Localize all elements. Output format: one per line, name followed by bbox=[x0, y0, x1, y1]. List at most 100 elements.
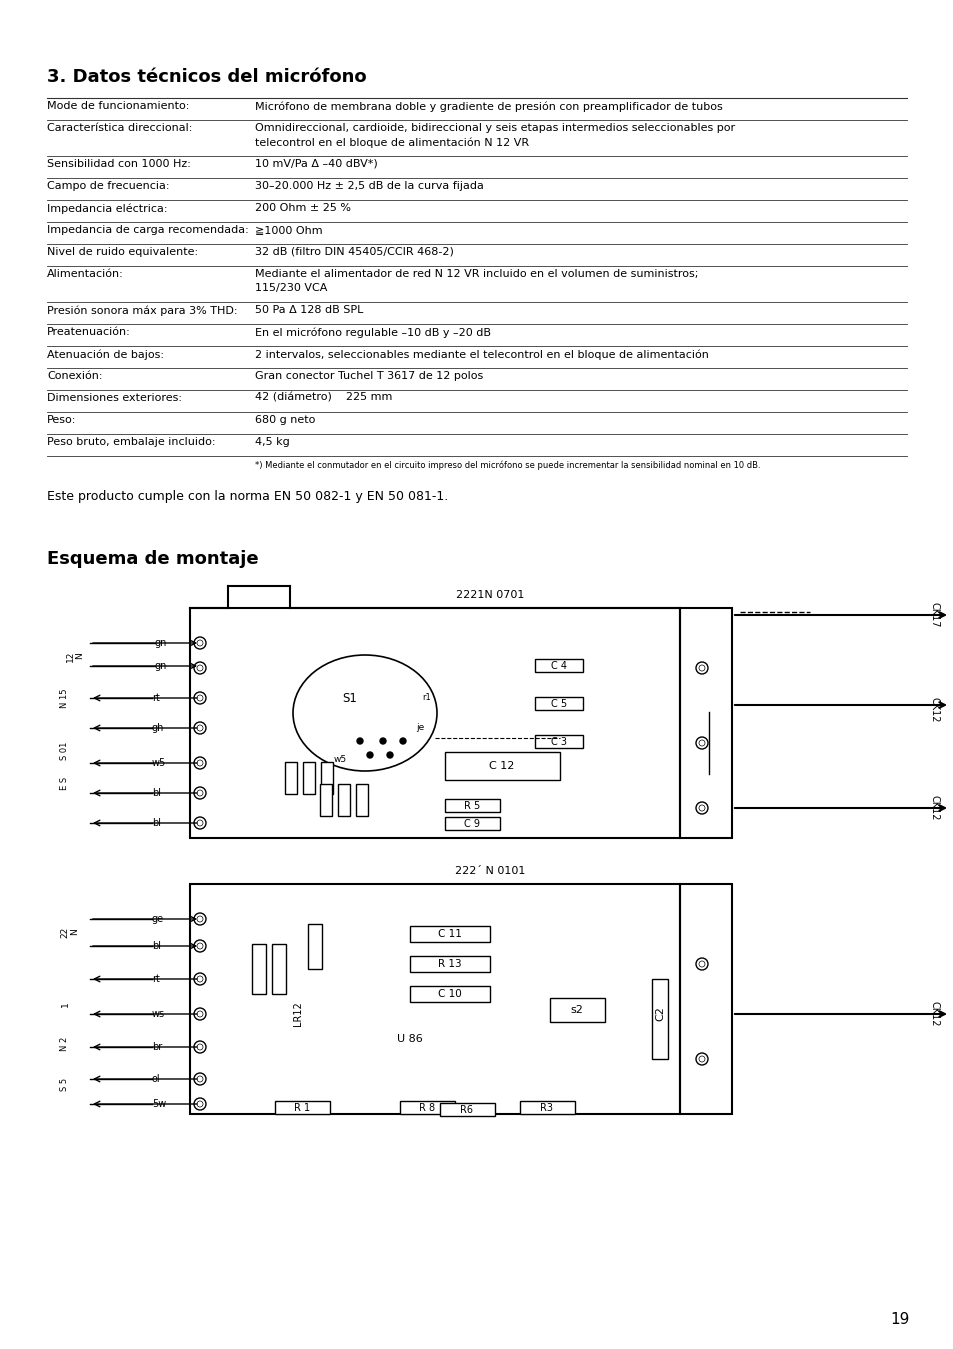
FancyBboxPatch shape bbox=[535, 697, 582, 710]
Bar bbox=[439, 1103, 495, 1116]
Text: Esquema de montaje: Esquema de montaje bbox=[47, 550, 258, 568]
Bar bbox=[444, 751, 559, 780]
Text: CK12: CK12 bbox=[929, 697, 939, 723]
Text: C 9: C 9 bbox=[463, 819, 479, 830]
Circle shape bbox=[196, 943, 203, 948]
Text: gn: gn bbox=[154, 661, 167, 670]
Text: 32 dB (filtro DIN 45405/CCIR 468-2): 32 dB (filtro DIN 45405/CCIR 468-2) bbox=[254, 247, 454, 258]
Text: 19: 19 bbox=[890, 1313, 909, 1327]
Text: Presión sonora máx para 3% THD:: Presión sonora máx para 3% THD: bbox=[47, 305, 237, 316]
Text: 22: 22 bbox=[60, 927, 70, 938]
Text: Impedancia de carga recomendada:: Impedancia de carga recomendada: bbox=[47, 225, 249, 235]
Text: br: br bbox=[152, 1041, 162, 1052]
Text: Dimensiones exteriores:: Dimensiones exteriores: bbox=[47, 393, 182, 403]
Circle shape bbox=[193, 757, 206, 769]
Text: rt: rt bbox=[152, 974, 160, 983]
Text: 680 g neto: 680 g neto bbox=[254, 415, 315, 425]
Bar bbox=[355, 784, 368, 816]
Text: r1: r1 bbox=[422, 693, 431, 703]
Circle shape bbox=[196, 975, 203, 982]
Bar bbox=[285, 762, 296, 795]
Text: C 12: C 12 bbox=[489, 761, 515, 772]
Text: C 11: C 11 bbox=[437, 929, 461, 939]
Bar bbox=[399, 1101, 455, 1114]
Circle shape bbox=[696, 662, 707, 674]
Text: N: N bbox=[75, 653, 85, 660]
Circle shape bbox=[193, 940, 206, 952]
Text: w5: w5 bbox=[334, 755, 346, 765]
Text: je: je bbox=[416, 723, 424, 733]
Text: bl: bl bbox=[152, 788, 161, 799]
Text: bl: bl bbox=[152, 817, 161, 828]
Bar bbox=[320, 762, 333, 795]
Bar bbox=[303, 762, 314, 795]
Text: R 8: R 8 bbox=[418, 1103, 435, 1113]
Text: 200 Ohm ± 25 %: 200 Ohm ± 25 % bbox=[254, 202, 351, 213]
Circle shape bbox=[196, 1101, 203, 1108]
Circle shape bbox=[699, 960, 704, 967]
Circle shape bbox=[367, 751, 373, 758]
Text: Gran conector Tuchel T 3617 de 12 polos: Gran conector Tuchel T 3617 de 12 polos bbox=[254, 371, 483, 380]
Ellipse shape bbox=[293, 656, 436, 772]
Circle shape bbox=[196, 1077, 203, 1082]
Circle shape bbox=[387, 751, 393, 758]
Text: gh: gh bbox=[152, 723, 164, 733]
Circle shape bbox=[196, 724, 203, 731]
Circle shape bbox=[193, 1098, 206, 1110]
Bar bbox=[272, 944, 286, 994]
Text: Atenuación de bajos:: Atenuación de bajos: bbox=[47, 349, 164, 359]
Text: Mode de funcionamiento:: Mode de funcionamiento: bbox=[47, 101, 190, 111]
Text: 222´ N 0101: 222´ N 0101 bbox=[455, 866, 525, 876]
Text: S1: S1 bbox=[342, 692, 357, 704]
Circle shape bbox=[193, 1008, 206, 1020]
Text: 50 Pa Δ 128 dB SPL: 50 Pa Δ 128 dB SPL bbox=[254, 305, 363, 316]
Text: 2221N 0701: 2221N 0701 bbox=[456, 590, 523, 600]
Circle shape bbox=[196, 759, 203, 766]
Text: S 01: S 01 bbox=[60, 742, 70, 761]
Circle shape bbox=[196, 695, 203, 701]
Bar bbox=[679, 608, 731, 838]
Text: N 15: N 15 bbox=[60, 688, 70, 708]
Circle shape bbox=[196, 665, 203, 670]
Text: 2 intervalos, seleccionables mediante el telecontrol en el bloque de alimentació: 2 intervalos, seleccionables mediante el… bbox=[254, 349, 708, 359]
Text: C 3: C 3 bbox=[551, 737, 566, 747]
Bar bbox=[337, 784, 350, 816]
Text: R6: R6 bbox=[460, 1105, 473, 1116]
Text: Preatenuación:: Preatenuación: bbox=[47, 326, 131, 337]
Text: R3: R3 bbox=[540, 1103, 553, 1113]
Text: Este producto cumple con la norma EN 50 082-1 y EN 50 081-1.: Este producto cumple con la norma EN 50 … bbox=[47, 490, 448, 503]
Text: rt: rt bbox=[152, 693, 160, 703]
Text: 5w: 5w bbox=[152, 1099, 166, 1109]
Bar bbox=[274, 1101, 330, 1114]
Text: 10 mV/Pa Δ –40 dBV*): 10 mV/Pa Δ –40 dBV*) bbox=[254, 159, 377, 169]
Text: ol: ol bbox=[152, 1074, 160, 1085]
Text: CK12: CK12 bbox=[929, 1001, 939, 1027]
Circle shape bbox=[193, 1041, 206, 1054]
Circle shape bbox=[193, 1072, 206, 1085]
Text: 30–20.000 Hz ± 2,5 dB de la curva fijada: 30–20.000 Hz ± 2,5 dB de la curva fijada bbox=[254, 181, 483, 192]
Text: E S: E S bbox=[60, 777, 70, 789]
Text: Mediante el alimentador de red N 12 VR incluido en el volumen de suministros;: Mediante el alimentador de red N 12 VR i… bbox=[254, 268, 698, 279]
Bar bbox=[319, 784, 332, 816]
Bar bbox=[410, 986, 490, 1002]
Text: Nivel de ruido equivalente:: Nivel de ruido equivalente: bbox=[47, 247, 198, 258]
Circle shape bbox=[696, 803, 707, 813]
Text: R 1: R 1 bbox=[294, 1103, 310, 1113]
Circle shape bbox=[193, 722, 206, 734]
Circle shape bbox=[196, 1044, 203, 1050]
Circle shape bbox=[399, 738, 406, 745]
Text: Sensibilidad con 1000 Hz:: Sensibilidad con 1000 Hz: bbox=[47, 159, 191, 169]
Text: Conexión:: Conexión: bbox=[47, 371, 102, 380]
Circle shape bbox=[696, 958, 707, 970]
Circle shape bbox=[196, 916, 203, 921]
Text: ge: ge bbox=[152, 915, 164, 924]
Bar bbox=[444, 799, 499, 812]
Text: R 13: R 13 bbox=[437, 959, 461, 969]
Text: Característica direccional:: Característica direccional: bbox=[47, 123, 193, 134]
Circle shape bbox=[696, 1054, 707, 1064]
Text: C 5: C 5 bbox=[551, 699, 566, 710]
Bar bbox=[444, 817, 499, 830]
Text: gn: gn bbox=[154, 638, 167, 648]
Circle shape bbox=[193, 817, 206, 830]
Circle shape bbox=[699, 665, 704, 670]
